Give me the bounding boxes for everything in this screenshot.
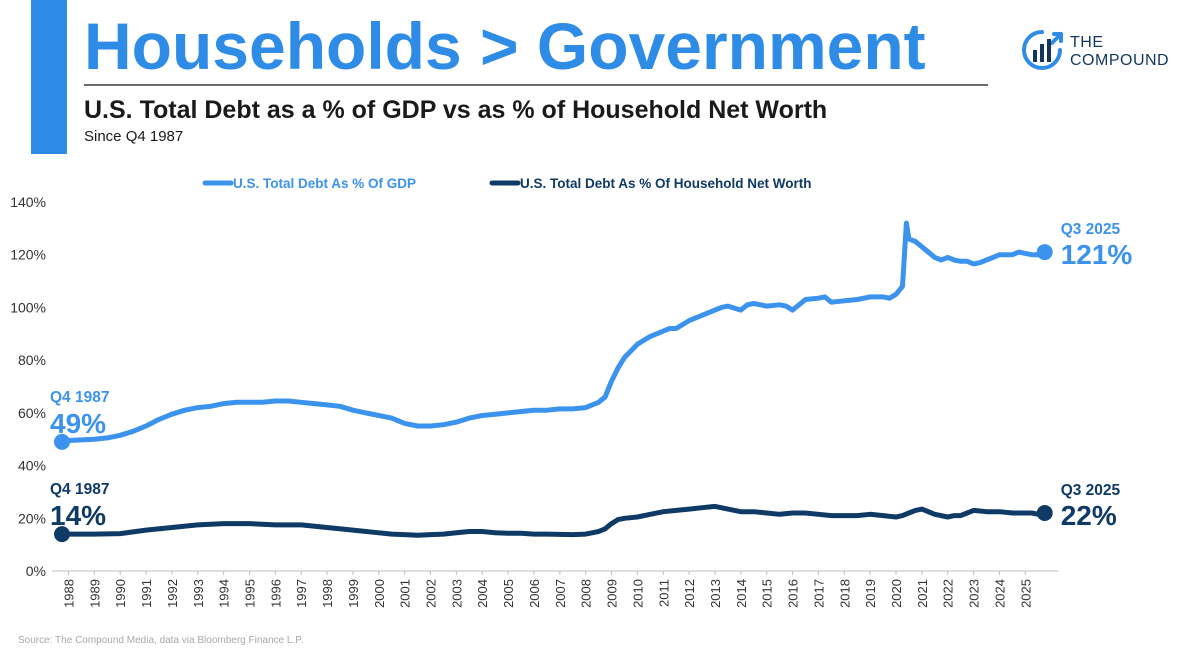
x-tick-label: 2013 [708, 579, 723, 608]
start-value-label-gdp: 49% [50, 408, 106, 439]
x-tick-label: 2022 [941, 579, 956, 608]
x-tick-label: 2005 [501, 579, 516, 608]
x-tick-label: 1998 [320, 579, 335, 608]
x-tick-label: 1988 [61, 579, 76, 608]
x-tick-label: 2023 [967, 579, 982, 608]
x-tick-label: 2021 [915, 579, 930, 608]
x-tick-label: 2008 [579, 579, 594, 608]
x-tick-label: 2024 [992, 579, 1007, 608]
x-tick-label: 2004 [475, 579, 490, 608]
x-tick-label: 1991 [139, 579, 154, 608]
end-value-label-gdp: 121% [1061, 239, 1133, 270]
start-value-label-networth: 14% [50, 500, 106, 531]
x-tick-label: 2015 [760, 579, 775, 608]
chart-subtitle: U.S. Total Debt as a % of GDP vs as % of… [84, 96, 828, 124]
y-tick-label: 100% [10, 299, 46, 315]
y-tick-label: 0% [26, 563, 46, 579]
logo-line-1: THE [1070, 34, 1104, 51]
x-tick-label: 2009 [605, 579, 620, 608]
x-tick-label: 2011 [656, 579, 671, 607]
x-tick-label: 2001 [398, 579, 413, 608]
y-tick-label: 120% [10, 247, 46, 263]
x-tick-label: 2003 [449, 579, 464, 608]
x-tick-label: 1996 [268, 579, 283, 608]
x-tick-label: 2002 [424, 579, 439, 608]
x-tick-label: 2010 [630, 579, 645, 608]
y-tick-label: 140% [10, 194, 46, 210]
end-point-gdp [1036, 244, 1053, 261]
logo-line-2: COMPOUND [1070, 52, 1170, 69]
bar-chart-cycle-icon [1022, 30, 1063, 70]
x-tick-label: 2000 [372, 579, 387, 608]
x-tick-label: 1993 [191, 579, 206, 608]
start-point-gdp [54, 433, 70, 450]
start-period-label-gdp: Q4 1987 [50, 389, 109, 406]
end-period-label-networth: Q3 2025 [1061, 482, 1121, 499]
x-tick-label: 1992 [165, 579, 180, 608]
x-tick-label: 1994 [217, 579, 232, 608]
the-compound-logo: THE COMPOUND [1020, 26, 1180, 78]
series-line-gdp [59, 220, 1048, 445]
x-tick-label: 2012 [682, 579, 697, 608]
x-tick-label: 2014 [734, 579, 749, 608]
y-tick-label: 80% [18, 352, 46, 368]
x-tick-label: 1990 [113, 579, 128, 608]
end-period-label-gdp: Q3 2025 [1061, 221, 1121, 238]
logo-wordmark: THE COMPOUND [1070, 34, 1169, 70]
x-tick-label: 1989 [87, 579, 102, 608]
x-tick-label: 2019 [863, 579, 878, 608]
x-tick-label: 2018 [837, 579, 852, 608]
start-point-networth [54, 526, 70, 543]
end-value-label-networth: 22% [1061, 500, 1117, 531]
title-divider [84, 84, 988, 86]
x-tick-label: 1997 [294, 579, 309, 608]
x-tick-label: 2007 [553, 579, 568, 608]
x-tick-label: 2020 [889, 579, 904, 608]
series-line-networth [59, 503, 1048, 538]
x-tick-label: 2017 [811, 579, 826, 608]
accent-bar [31, 0, 67, 154]
end-point-networth [1036, 505, 1053, 522]
source-note: Source: The Compound Media, data via Blo… [18, 635, 304, 646]
x-tick-label: 2006 [527, 579, 542, 608]
y-tick-label: 40% [18, 458, 46, 474]
start-period-label-networth: Q4 1987 [50, 481, 109, 498]
x-tick-label: 2025 [1018, 579, 1033, 608]
x-tick-label: 2016 [786, 579, 801, 608]
legend-label-gdp: U.S. Total Debt As % Of GDP [233, 176, 416, 191]
since-note: Since Q4 1987 [84, 128, 184, 145]
y-tick-label: 60% [18, 405, 46, 421]
x-tick-label: 1999 [346, 579, 361, 608]
page-title: Households > Government [84, 9, 926, 83]
x-tick-label: 1995 [242, 579, 257, 608]
legend-label-networth: U.S. Total Debt As % Of Household Net Wo… [520, 176, 812, 191]
y-tick-label: 20% [18, 510, 46, 526]
